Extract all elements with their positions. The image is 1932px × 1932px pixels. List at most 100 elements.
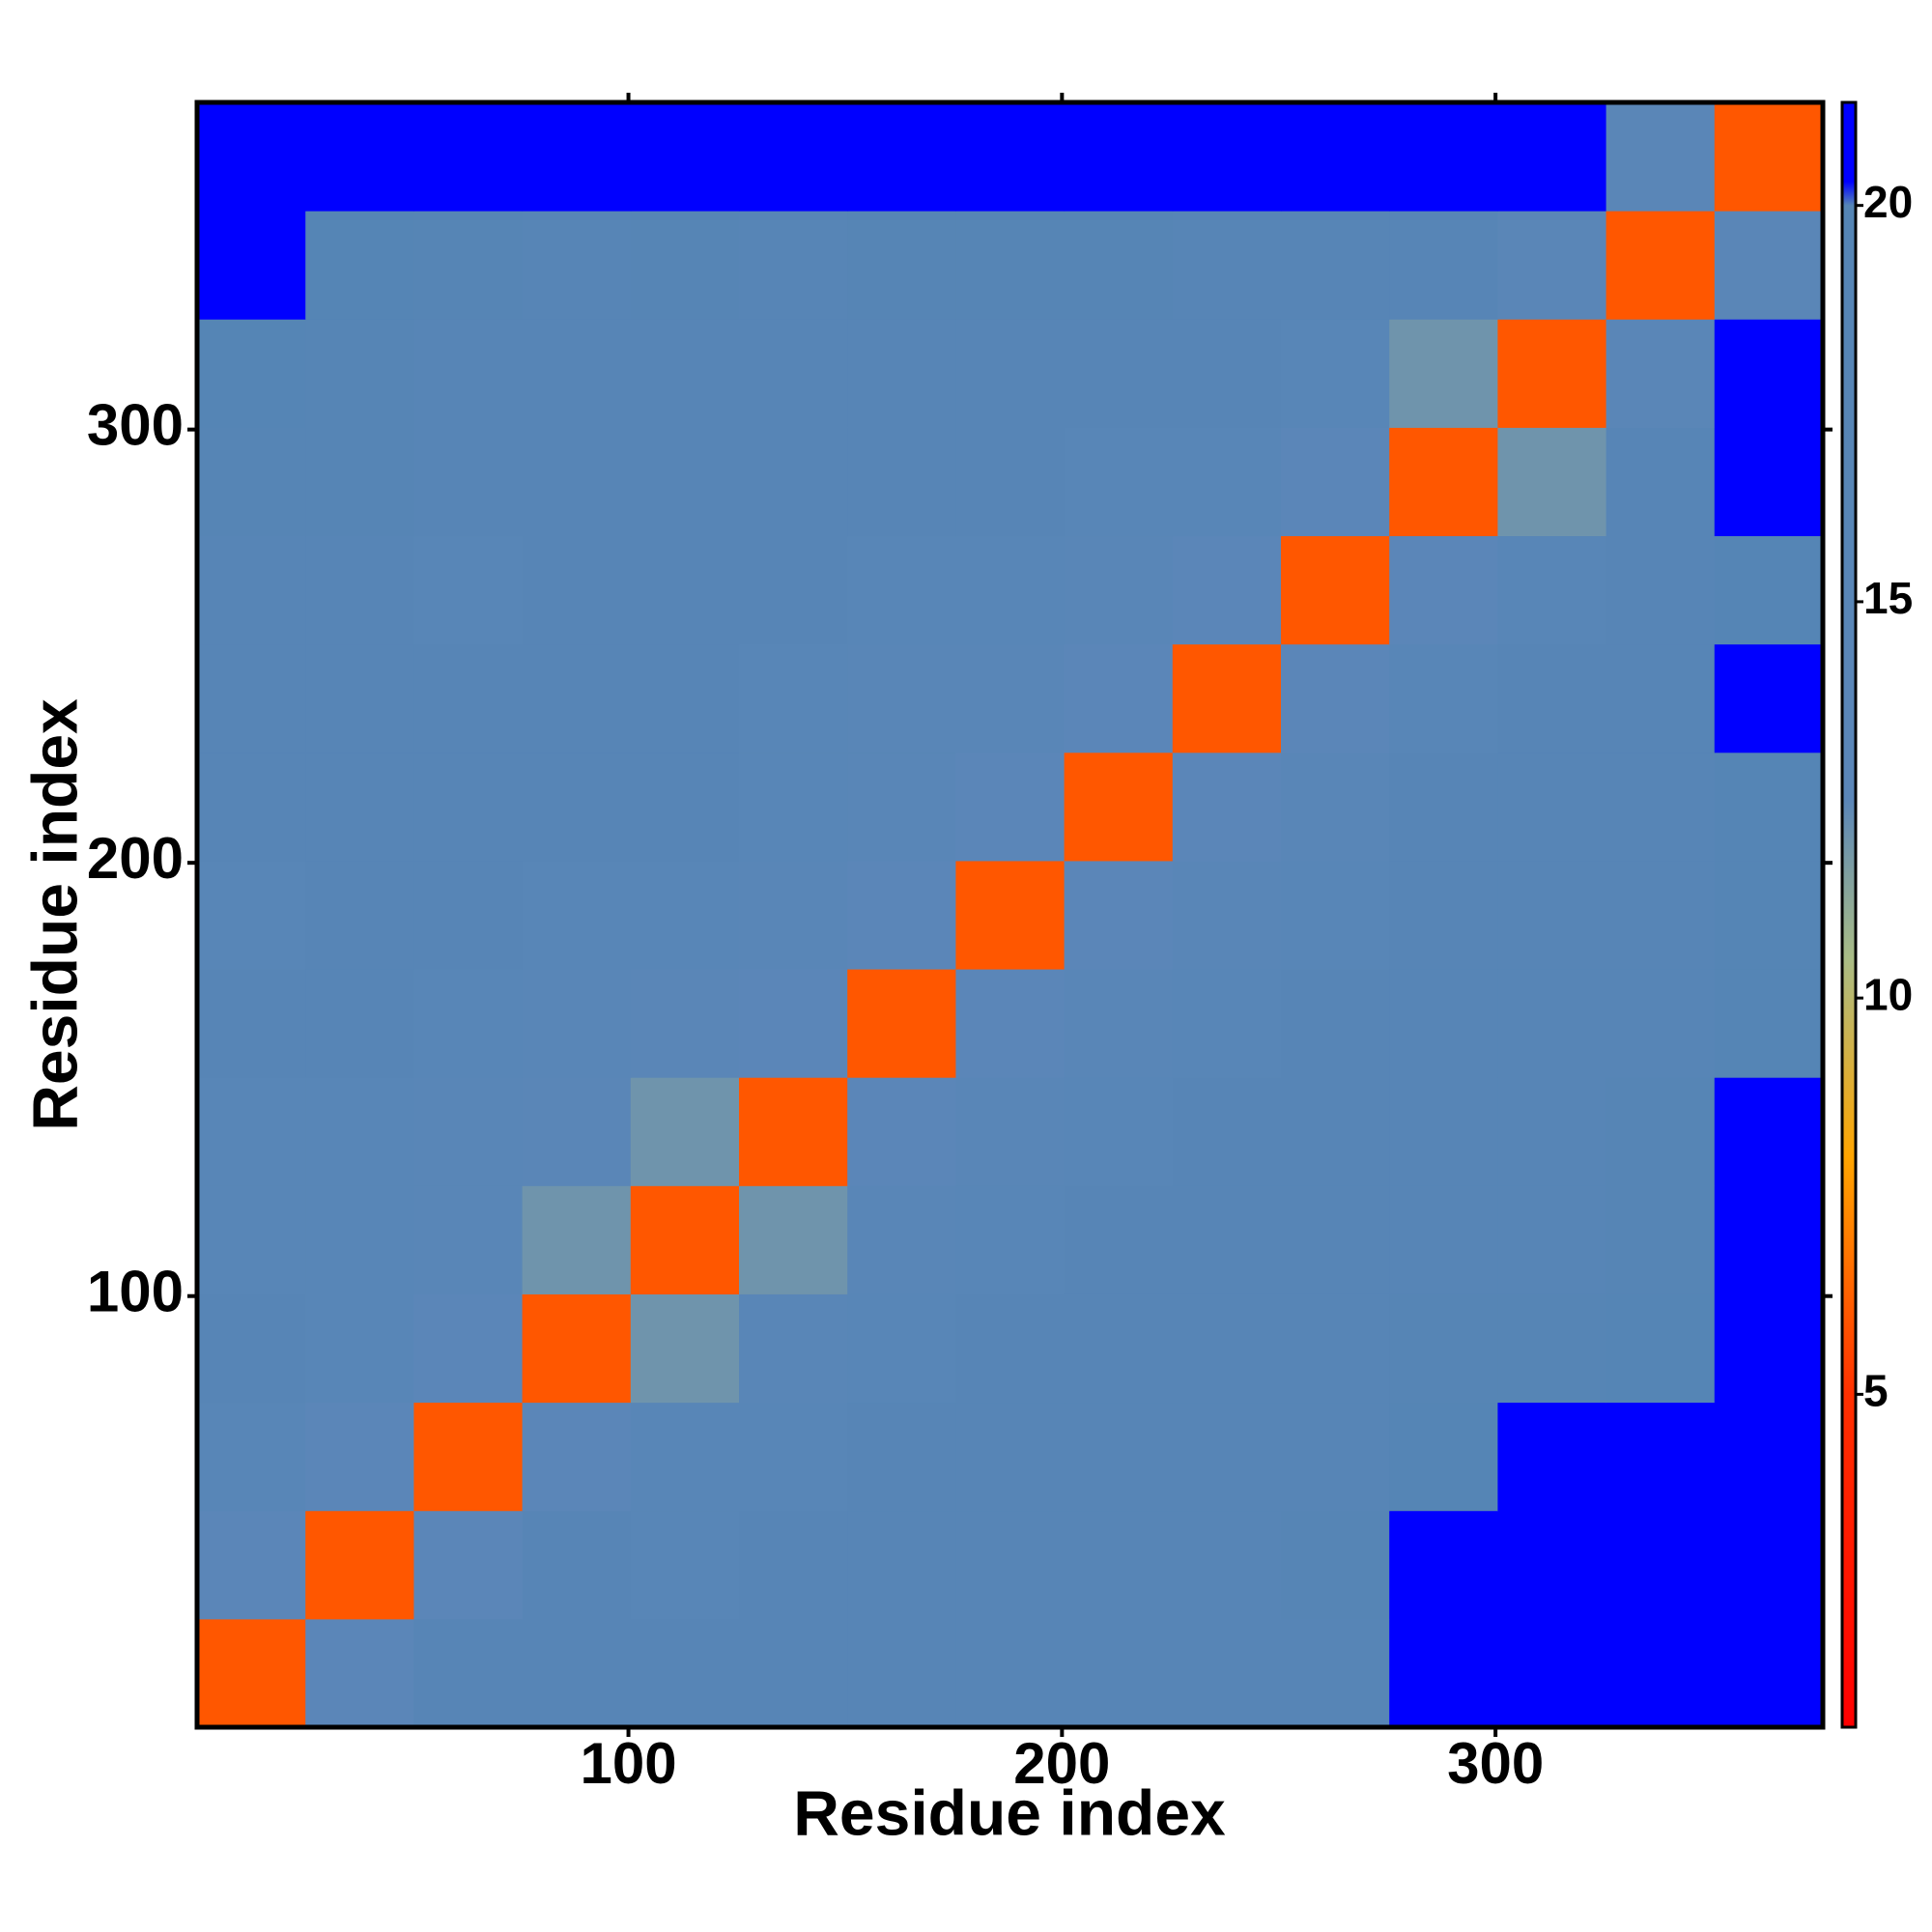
heatmap-cell (1497, 535, 1607, 645)
heatmap-cell (739, 535, 848, 645)
heatmap-cell (1605, 535, 1716, 645)
heatmap-cell (739, 1402, 848, 1512)
heatmap-cell (1389, 1185, 1498, 1294)
heatmap-cell (1714, 860, 1824, 970)
heatmap-cell (955, 427, 1065, 537)
heatmap-cell (1064, 1510, 1174, 1620)
heatmap-cell (955, 102, 1065, 212)
heatmap-cell (1172, 1185, 1282, 1294)
heatmap-cell (1281, 211, 1390, 320)
heatmap-cell (305, 1618, 414, 1728)
heatmap-cell (305, 752, 414, 862)
heatmap-cell (522, 969, 632, 1078)
heatmap-cell (739, 1293, 848, 1404)
heatmap-cell (1389, 1402, 1498, 1512)
heatmap-cell (305, 860, 414, 970)
heatmap-cell (522, 319, 632, 428)
heatmap-cell (1172, 752, 1282, 862)
heatmap-cell (522, 752, 632, 862)
heatmap-cell (1064, 1185, 1174, 1294)
heatmap-cell (1714, 211, 1824, 320)
x-axis-title: Residue index (793, 1776, 1226, 1848)
heatmap-cell (1281, 535, 1390, 645)
heatmap-cell (739, 102, 848, 212)
heatmap-cell (1497, 211, 1607, 320)
heatmap-cell (739, 969, 848, 1078)
heatmap-cell (197, 319, 306, 428)
heatmap-cell (630, 1510, 740, 1620)
heatmap-cell (1497, 1293, 1607, 1404)
heatmap-cell (1064, 1077, 1174, 1186)
heatmap-cell (1497, 1185, 1607, 1294)
heatmap-cell (413, 1293, 524, 1404)
heatmap-cell (630, 969, 740, 1078)
heatmap-cell (305, 1185, 414, 1294)
heatmap-cell (1389, 860, 1498, 970)
heatmap-cell (1172, 1510, 1282, 1620)
heatmap-cell (847, 969, 956, 1078)
heatmap-cell (955, 969, 1065, 1078)
heatmap-cell (847, 1402, 956, 1512)
heatmap-cell (955, 643, 1065, 753)
heatmap-cell (1389, 535, 1498, 645)
heatmap-cell (1497, 1077, 1607, 1186)
heatmap-cell (1281, 1402, 1390, 1512)
heatmap-cell (1064, 1293, 1174, 1404)
heatmap-cell (1714, 969, 1824, 1078)
heatmap-cell (1714, 319, 1824, 428)
heatmap-cell (1497, 860, 1607, 970)
heatmap-cell (847, 427, 956, 537)
heatmap-cell (630, 319, 740, 428)
heatmap-cell (305, 211, 414, 320)
heatmap-cell (1064, 535, 1174, 645)
y-tick-label: 200 (87, 826, 184, 891)
heatmap-cell (1389, 319, 1498, 428)
heatmap-cell (305, 1510, 414, 1620)
heatmap-cell (1281, 1618, 1390, 1728)
heatmap-cell (1497, 427, 1607, 537)
heatmap-cell (1497, 969, 1607, 1078)
heatmap-cell (847, 1077, 956, 1186)
heatmap-cell (1389, 1077, 1498, 1186)
heatmap-cell (739, 1185, 848, 1294)
heatmap-cell (1714, 535, 1824, 645)
heatmap-cell (1064, 102, 1174, 212)
heatmap-cell (305, 319, 414, 428)
heatmap-cell (630, 427, 740, 537)
heatmap-cell (413, 643, 524, 753)
heatmap-cell (955, 1402, 1065, 1512)
heatmap-cell (847, 1293, 956, 1404)
heatmap-cell (739, 211, 848, 320)
heatmap-cell (305, 1293, 414, 1404)
heatmap-cell (955, 211, 1065, 320)
heatmap-cell (413, 102, 524, 212)
heatmap-cell (1172, 1293, 1282, 1404)
heatmap-cell (739, 860, 848, 970)
heatmap-cell (197, 427, 306, 537)
heatmap-cell (739, 319, 848, 428)
heatmap-cell (305, 1402, 414, 1512)
heatmap-cell (1064, 427, 1174, 537)
heatmap-cell (1714, 1077, 1824, 1186)
heatmap-cell (197, 860, 306, 970)
heatmap-cell (197, 969, 306, 1078)
heatmap-cell (1389, 211, 1498, 320)
heatmap-cell (305, 643, 414, 753)
heatmap-cell (522, 1293, 632, 1404)
heatmap-cell (630, 860, 740, 970)
heatmap-cell (305, 102, 414, 212)
heatmap-cell (955, 319, 1065, 428)
heatmap-cell (955, 752, 1065, 862)
heatmap-cell (1497, 1510, 1607, 1620)
y-tick-label: 100 (87, 1260, 184, 1324)
heatmap-cell (1281, 319, 1390, 428)
heatmap-cell (522, 860, 632, 970)
heatmap-cell (847, 1618, 956, 1728)
heatmap-cell (955, 1185, 1065, 1294)
heatmap-cell (1714, 1618, 1824, 1728)
heatmap-cell (1172, 535, 1282, 645)
heatmap-cell (197, 535, 306, 645)
y-axis-title: Residue index (18, 698, 90, 1131)
heatmap-cell (197, 1402, 306, 1512)
